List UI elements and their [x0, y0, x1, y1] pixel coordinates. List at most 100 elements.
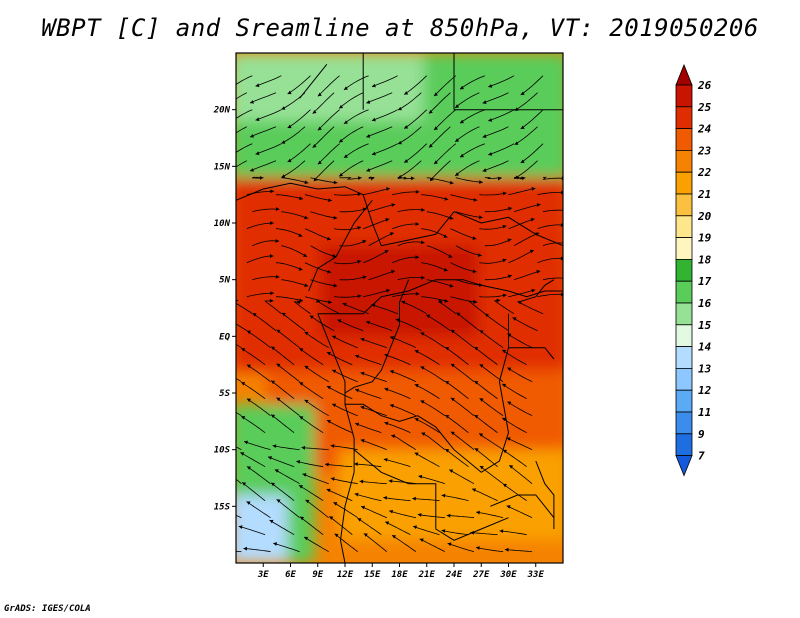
streamline-arrow [298, 267, 303, 271]
streamline-arrow [428, 109, 433, 114]
streamline [447, 542, 475, 553]
colorbar-swatch [675, 193, 693, 217]
streamline-arrow [504, 547, 509, 552]
streamline-arrow [531, 288, 536, 293]
streamline [384, 388, 411, 400]
streamline-arrow [325, 462, 329, 467]
lon-label: 33E [527, 570, 545, 580]
streamline-arrow [428, 143, 433, 148]
colorbar-label: 17 [698, 275, 712, 288]
streamline [236, 160, 248, 168]
streamline-arrow [420, 366, 425, 370]
colorbar-label: 13 [698, 362, 712, 375]
streamline [520, 143, 544, 164]
border-line [353, 449, 509, 541]
streamline [281, 245, 308, 257]
streamline [287, 75, 311, 95]
streamline [438, 300, 457, 315]
streamline-arrow [478, 253, 482, 258]
colorbar-label: 19 [698, 232, 712, 245]
streamline [479, 225, 507, 230]
streamline-arrow [287, 124, 292, 129]
streamline-arrow [299, 298, 303, 303]
streamline-arrow [300, 516, 305, 521]
streamline-arrow [281, 106, 286, 110]
streamline [419, 538, 446, 553]
streamline-arrow [434, 160, 438, 165]
streamline [479, 294, 507, 298]
streamline-arrow [450, 431, 455, 436]
streamline [325, 463, 353, 468]
streamline [276, 397, 300, 417]
streamline-arrow [370, 176, 375, 181]
streamline [392, 223, 420, 230]
streamline-arrow [449, 283, 454, 288]
streamline-arrow [243, 546, 248, 551]
streamline-arrow [362, 207, 367, 212]
streamline [281, 160, 306, 178]
streamline-arrow [415, 291, 420, 296]
streamline [299, 415, 324, 434]
streamline [240, 452, 266, 468]
streamline-arrow [502, 483, 507, 488]
streamline [471, 488, 498, 502]
streamline [343, 109, 369, 125]
streamline [385, 521, 411, 536]
streamline-arrow [246, 398, 251, 403]
streamline-arrow [275, 207, 280, 212]
colorbar-swatch [675, 84, 693, 108]
streamline-arrow [312, 109, 317, 114]
lat-label: 10N [214, 219, 231, 229]
streamline [255, 143, 282, 155]
streamline-arrow [255, 117, 260, 122]
lon-label: 21E [418, 570, 436, 580]
streamline-arrow [304, 283, 309, 288]
streamline [240, 415, 266, 434]
streamline [357, 517, 382, 536]
streamline-arrow [371, 151, 376, 156]
streamline [383, 458, 411, 468]
streamline-arrow [530, 217, 535, 222]
streamline [363, 218, 390, 230]
streamline [249, 160, 277, 172]
colorbar-swatch [675, 389, 693, 413]
streamline-arrow [228, 155, 232, 158]
streamline [334, 533, 358, 553]
streamline-arrow [388, 479, 393, 483]
streamline [537, 191, 563, 196]
streamline-arrow [509, 465, 514, 469]
streamline-arrow [212, 485, 216, 488]
streamline [236, 299, 253, 315]
colorbar-label: 15 [698, 319, 712, 332]
streamline-arrow [566, 277, 570, 281]
streamline [326, 419, 353, 434]
streamline-arrow [312, 143, 317, 148]
streamline-arrow [228, 121, 232, 124]
colorbar-label: 25 [697, 101, 712, 114]
streamline-arrow [420, 332, 425, 336]
streamline-arrow [299, 382, 304, 386]
colorbar-swatch [675, 433, 693, 456]
field-region-southwest-blue [236, 495, 288, 563]
streamline [499, 530, 527, 536]
streamline [296, 460, 324, 468]
streamline [270, 482, 295, 502]
streamline-arrow [384, 249, 389, 254]
streamline [455, 245, 482, 256]
streamline [246, 364, 271, 383]
streamline [326, 351, 353, 366]
streamline [252, 208, 280, 213]
streamline-arrow [472, 488, 477, 492]
streamline [339, 240, 367, 247]
colorbar-swatch [675, 367, 693, 391]
streamline-arrow [281, 140, 286, 144]
colorbar-label: 11 [698, 406, 711, 419]
streamline-arrow [326, 236, 331, 241]
streamline [479, 329, 504, 349]
streamline-arrow [390, 370, 394, 374]
streamline [330, 445, 358, 451]
streamline [326, 385, 353, 400]
streamline-arrow [238, 525, 243, 529]
streamline [366, 126, 393, 138]
colorbar-label: 14 [698, 341, 712, 354]
